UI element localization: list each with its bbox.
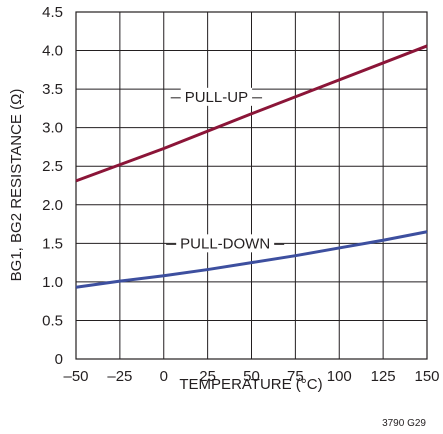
series-labels: PULL-UP PULL-DOWN bbox=[166, 87, 285, 253]
y-tick-label: 0 bbox=[55, 351, 63, 368]
y-tick-label: 2.5 bbox=[42, 158, 63, 175]
series-lines bbox=[75, 44, 428, 289]
y-tick-label: 3.5 bbox=[42, 81, 63, 98]
tick-labels: –50 –25 0 25 50 75 100 125 150 0 0.5 1.0 1.5 2.0 2.5 3.… bbox=[42, 4, 439, 385]
x-axis-title: TEMPERATURE (°C) bbox=[179, 376, 322, 393]
y-tick-label: 1.0 bbox=[42, 274, 63, 291]
series-label-background bbox=[180, 87, 253, 106]
y-axis-title: BG1, BG2 RESISTANCE (Ω) bbox=[8, 89, 25, 282]
x-tick-label: 150 bbox=[414, 368, 439, 385]
x-tick-label: –50 bbox=[63, 368, 88, 385]
plot-frame bbox=[75, 11, 428, 360]
series-line-pull-down bbox=[75, 230, 428, 289]
x-tick-label: 125 bbox=[371, 368, 396, 385]
series-label-pull-down: PULL-DOWN bbox=[180, 235, 270, 252]
series-line-pull-up bbox=[75, 44, 428, 183]
grid bbox=[75, 11, 428, 360]
x-tick-label: 25 bbox=[199, 368, 216, 385]
y-tick-label: 3.0 bbox=[42, 120, 63, 137]
x-tick-label: 0 bbox=[160, 368, 168, 385]
x-tick-label: –25 bbox=[107, 368, 132, 385]
figure-id: 3790 G29 bbox=[382, 418, 426, 429]
y-tick-label: 4.0 bbox=[42, 43, 63, 60]
y-tick-label: 4.5 bbox=[42, 4, 63, 21]
y-tick-label: 2.0 bbox=[42, 197, 63, 214]
x-tick-label: 50 bbox=[243, 368, 260, 385]
x-tick-label: 75 bbox=[287, 368, 304, 385]
series-label-background bbox=[176, 234, 275, 253]
y-tick-label: 0.5 bbox=[42, 312, 63, 329]
y-tick-label: 1.5 bbox=[42, 235, 63, 252]
x-tick-label: 100 bbox=[327, 368, 352, 385]
series-label-pull-up: PULL-UP bbox=[185, 89, 248, 106]
